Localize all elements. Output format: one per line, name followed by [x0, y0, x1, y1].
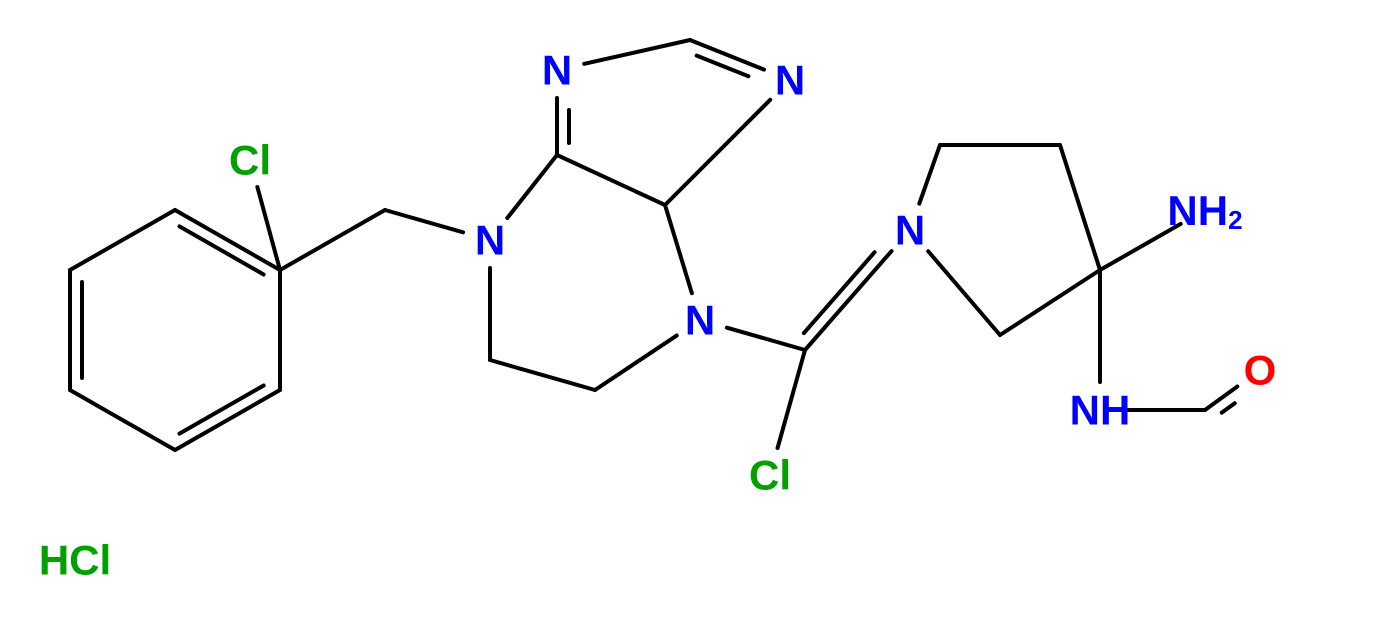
bond: [919, 145, 940, 204]
bond: [385, 210, 463, 232]
bond: [805, 251, 892, 350]
n-label: N: [542, 47, 572, 94]
bond: [665, 205, 692, 293]
bond: [179, 226, 263, 274]
h-label: HCl: [39, 537, 111, 584]
bond: [1000, 270, 1100, 335]
bond: [70, 390, 175, 450]
bond: [70, 210, 175, 270]
n-label: NH2: [1167, 187, 1242, 236]
bond: [1222, 403, 1235, 412]
bond: [557, 155, 665, 205]
n-label: NH: [1070, 387, 1131, 434]
cl-label: Cl: [229, 137, 271, 184]
bond: [804, 252, 875, 333]
n-label: N: [475, 217, 505, 264]
bond: [928, 251, 1000, 335]
bond: [727, 328, 805, 350]
bond: [595, 336, 677, 390]
bond: [280, 210, 385, 270]
bond: [665, 100, 770, 205]
n-label: N: [685, 297, 715, 344]
o-label: O: [1244, 347, 1277, 394]
bond: [490, 360, 595, 390]
bond: [584, 40, 690, 64]
bond: [179, 386, 263, 434]
n-label: N: [775, 57, 805, 104]
bond: [1060, 145, 1100, 270]
bond: [778, 350, 805, 448]
bond: [690, 40, 764, 70]
bond: [175, 390, 280, 450]
n-label: N: [895, 207, 925, 254]
molecule-canvas: Cl N N N N Cl N NH2 NH O HCl: [0, 0, 1381, 629]
bond: [507, 155, 557, 218]
cl-label: Cl: [749, 452, 791, 499]
